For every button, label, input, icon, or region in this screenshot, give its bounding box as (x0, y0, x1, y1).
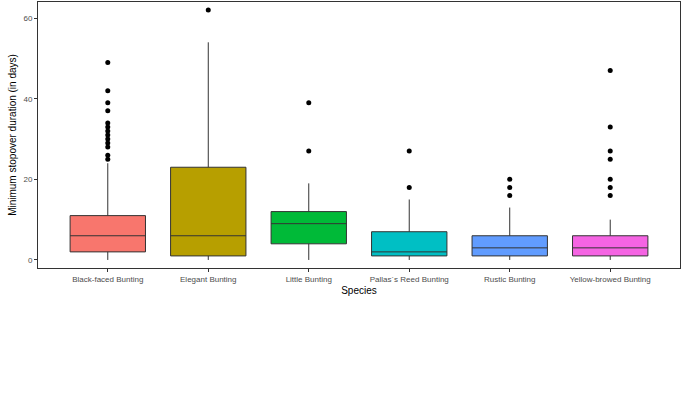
svg-text:20: 20 (23, 175, 32, 184)
svg-text:Species: Species (341, 285, 377, 296)
svg-text:0: 0 (28, 256, 33, 265)
svg-text:Yellow-browed Bunting: Yellow-browed Bunting (570, 275, 651, 284)
svg-text:Rustic Bunting: Rustic Bunting (484, 275, 536, 284)
svg-text:Black-faced Bunting: Black-faced Bunting (72, 275, 143, 284)
svg-text:40: 40 (23, 95, 32, 104)
svg-text:60: 60 (23, 14, 32, 23)
svg-text:Little Bunting: Little Bunting (286, 275, 332, 284)
svg-text:Elegant Bunting: Elegant Bunting (180, 275, 237, 284)
svg-text:Minimum stopover duration (in: Minimum stopover duration (in days) (7, 54, 18, 216)
svg-text:Pallas´s Reed Bunting: Pallas´s Reed Bunting (370, 275, 449, 284)
